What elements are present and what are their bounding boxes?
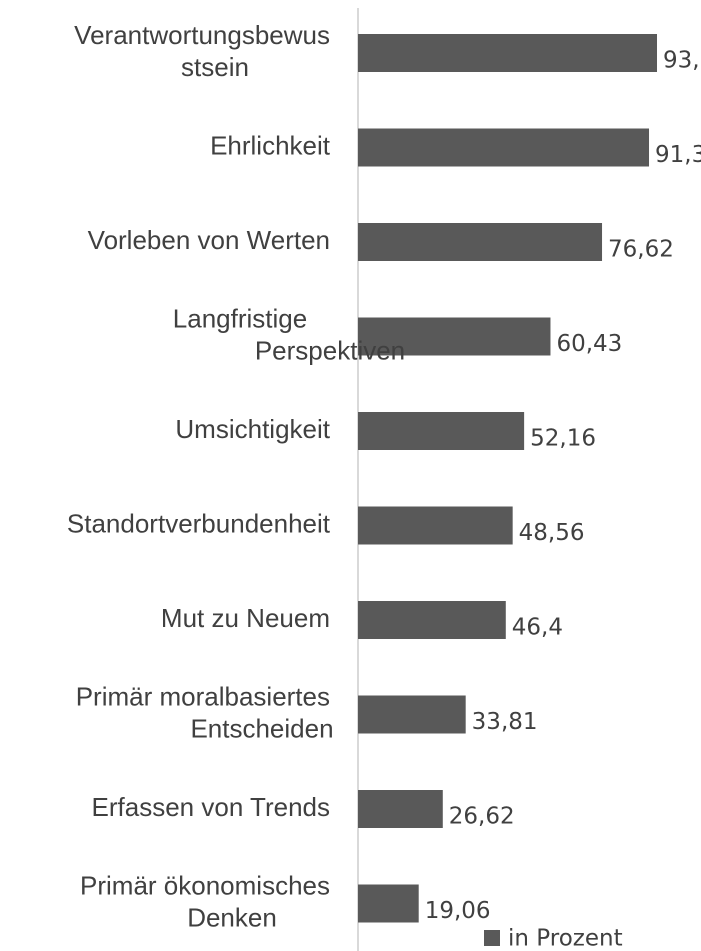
bar [358, 317, 551, 356]
category-label: Standortverbundenheit [67, 508, 331, 538]
bar [358, 34, 658, 72]
bar [358, 601, 506, 639]
value-label: 93,88 [663, 48, 701, 74]
value-label: 19,06 [425, 898, 491, 924]
value-label: 60,43 [556, 331, 622, 357]
category-label: Erfassen von Trends [92, 792, 330, 822]
category-label: Ehrlichkeit [210, 130, 331, 160]
category-label: Primär ökonomisches Denken [80, 870, 330, 932]
category-label: Umsichtigkeit [175, 414, 330, 444]
value-label: 48,56 [519, 520, 585, 546]
bar [358, 412, 525, 450]
bar [358, 223, 603, 261]
category-label: Langfristige Perspektiven [173, 303, 405, 365]
category-label: Mut zu Neuem [161, 603, 330, 633]
category-label: Verantwortungsbewus stsein [74, 20, 330, 82]
bar [358, 884, 419, 923]
category-label: Vorleben von Werten [88, 225, 330, 255]
value-label: 91,37 [655, 142, 701, 168]
value-label: 52,16 [530, 426, 596, 452]
value-label: 33,81 [472, 709, 538, 735]
bar [358, 790, 443, 828]
bar [358, 506, 513, 545]
value-label: 76,62 [608, 237, 674, 263]
category-label: Primär moralbasiertes Entscheiden [76, 681, 334, 743]
legend-label: in Prozent [508, 926, 623, 951]
value-label: 26,62 [449, 804, 515, 830]
bar [358, 695, 466, 734]
legend-swatch [484, 930, 500, 946]
value-label: 46,4 [512, 615, 563, 641]
bar [358, 128, 650, 167]
